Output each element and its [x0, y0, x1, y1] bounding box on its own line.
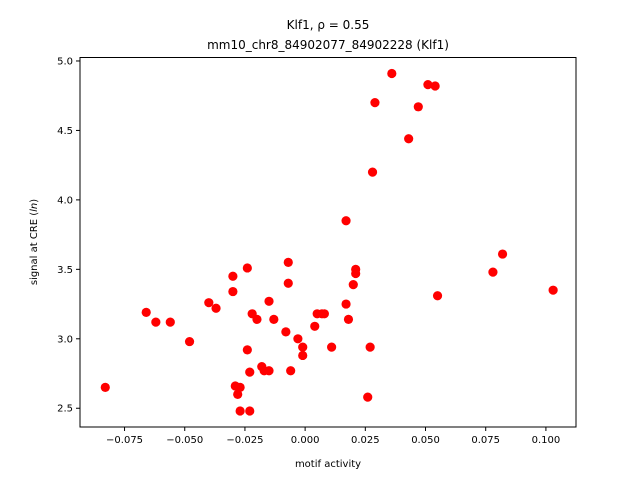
data-point-39: [348, 280, 358, 290]
y-tick-label-4: 4.5: [57, 126, 73, 137]
y-axis-label: signal at CRE (ln): [29, 199, 40, 285]
data-point-35: [327, 342, 337, 352]
y-axis-label-prefix: signal at CRE (: [29, 212, 40, 285]
data-point-44: [367, 167, 378, 177]
data-point-23: [269, 314, 279, 324]
data-point-42: [363, 392, 373, 402]
data-point-10: [233, 389, 243, 399]
data-point-18: [252, 314, 262, 324]
data-point-47: [404, 134, 414, 144]
data-point-53: [497, 249, 508, 259]
data-point-46: [387, 68, 397, 79]
data-point-51: [432, 291, 443, 301]
x-tick-label-3: 0.000: [291, 435, 320, 446]
data-point-27: [286, 366, 296, 376]
data-point-22: [264, 366, 274, 376]
y-tick-label-5: 5.0: [57, 56, 73, 67]
x-tick-label-4: 0.025: [351, 435, 380, 446]
data-point-52: [488, 267, 498, 277]
data-point-16: [245, 367, 255, 377]
data-point-24: [281, 327, 291, 337]
data-point-7: [228, 271, 238, 281]
data-point-45: [370, 98, 380, 108]
y-tick-label-2: 3.5: [57, 265, 73, 276]
data-point-5: [204, 298, 214, 308]
plot-frame: [79, 57, 577, 428]
data-point-26: [283, 278, 293, 288]
chart-title-line2: mm10_chr8_84902077_84902228 (Klf1): [207, 38, 449, 52]
y-axis-ticks: 2.5 3.0 3.5 4.0 4.5 5.0: [57, 56, 80, 415]
data-point-2: [151, 317, 161, 327]
scatter-points: [100, 68, 558, 416]
x-tick-label-1: −0.050: [166, 435, 203, 446]
x-tick-label-6: 0.075: [471, 435, 500, 446]
data-point-50: [430, 81, 440, 91]
data-point-41: [351, 268, 361, 279]
data-point-21: [264, 296, 274, 306]
data-point-48: [413, 102, 423, 112]
x-tick-label-0: −0.075: [106, 435, 143, 446]
x-axis-ticks: −0.075 −0.050 −0.025 0.000 0.025 0.050 0.075 0.…: [106, 427, 560, 446]
data-point-30: [298, 350, 308, 361]
data-point-31: [310, 321, 320, 331]
x-tick-label-2: −0.025: [226, 435, 263, 446]
data-point-13: [242, 263, 252, 273]
data-point-38: [343, 314, 354, 324]
data-point-12: [235, 382, 245, 393]
data-point-6: [211, 303, 221, 313]
data-point-34: [319, 309, 329, 319]
y-tick-label-3: 4.0: [57, 195, 73, 206]
data-point-8: [228, 286, 238, 297]
y-axis-label-var: ln: [29, 203, 40, 212]
data-point-3: [165, 317, 175, 327]
data-point-49: [423, 79, 433, 90]
x-tick-label-5: 0.050: [411, 435, 440, 446]
data-point-14: [242, 345, 252, 355]
data-point-43: [365, 342, 375, 352]
y-tick-label-0: 2.5: [57, 404, 73, 415]
x-tick-label-7: 0.100: [532, 435, 561, 446]
data-point-15: [245, 406, 255, 416]
data-point-36: [341, 216, 351, 226]
data-point-1: [141, 307, 151, 317]
data-point-4: [184, 336, 195, 347]
x-axis-label: motif activity: [295, 459, 361, 470]
data-point-37: [341, 299, 351, 309]
data-point-28: [293, 334, 303, 344]
data-point-54: [548, 285, 558, 295]
y-axis-label-suffix: ): [29, 199, 40, 203]
chart-title-line1: Klf1, ρ = 0.55: [287, 18, 370, 32]
y-tick-label-1: 3.0: [57, 334, 73, 345]
data-point-11: [235, 406, 245, 416]
data-point-29: [298, 342, 308, 352]
data-point-25: [283, 257, 293, 267]
data-point-0: [100, 382, 110, 393]
